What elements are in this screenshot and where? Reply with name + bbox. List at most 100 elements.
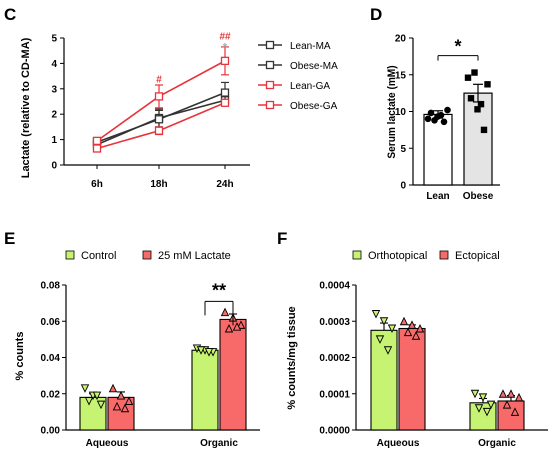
- panel-f-data-point: [514, 392, 524, 402]
- panel-f-data-point: [371, 310, 381, 319]
- panel-d-data-point: [440, 118, 448, 126]
- panel-d-data-point: [471, 69, 478, 76]
- panel-f-data-point: [470, 389, 480, 399]
- panel-e-data-point: [224, 323, 234, 333]
- panel-e-bar: [107, 396, 135, 431]
- panel-c-ytick-label: 1: [51, 135, 57, 146]
- panel-c-data-point: [154, 92, 164, 101]
- panel-e-legend-swatch: [142, 250, 152, 260]
- panel-e-ylabel: % counts: [14, 332, 26, 381]
- panel-f-data-point: [387, 324, 397, 334]
- panel-f-legend-swatch: [352, 250, 362, 260]
- panel-f-data-point: [482, 407, 492, 417]
- panel-f-data-point: [498, 389, 508, 398]
- panel-c-annotation: ##: [219, 31, 231, 42]
- panel-label-e: E: [4, 229, 15, 248]
- panel-e-ytick-label: 0.08: [41, 281, 61, 292]
- panel-label-c: C: [4, 5, 16, 24]
- panel-d-ytick-label: 5: [400, 144, 406, 155]
- panel-d-ylabel: Serum lactate (mM): [386, 65, 398, 158]
- panel-d-ytick-label: 15: [395, 70, 407, 81]
- panel-e-xtick-label: Organic: [200, 438, 238, 449]
- panel-e-legend-label: Control: [81, 250, 116, 262]
- panel-f-legend-swatch: [439, 250, 449, 260]
- panel-f-ytick-label: 0.0004: [319, 281, 350, 292]
- panel-e-ytick-label: 0.06: [41, 317, 61, 328]
- panel-e-data-point: [116, 391, 126, 400]
- panel-e-data-point: [108, 383, 118, 393]
- panel-f-legend-label: Ectopical: [455, 250, 500, 262]
- panel-e-ytick-label: 0.04: [41, 353, 61, 364]
- panel-c-ytick-label: 3: [51, 84, 57, 95]
- panel-c-ytick-label: 4: [51, 59, 57, 70]
- panel-e-data-point: [204, 348, 214, 357]
- panel-e-data-point: [220, 307, 230, 317]
- panel-f-data-point: [478, 393, 488, 402]
- panel-f-ytick-label: 0.0002: [319, 353, 350, 364]
- panel-d-ytick-label: 10: [395, 107, 407, 118]
- panel-c-legend-marker: [265, 100, 275, 110]
- panel-label-f: F: [277, 229, 287, 248]
- panel-f-ytick-label: 0.0000: [319, 426, 350, 437]
- panel-e-data-point: [196, 346, 206, 355]
- panel-c-data-point: [92, 136, 102, 146]
- panel-d-data-point: [467, 95, 475, 102]
- panel-c-xtick-label: 6h: [91, 179, 103, 190]
- panel-d-significance: *: [454, 37, 461, 57]
- panel-e-ytick-label: 0.02: [41, 389, 61, 400]
- panel-f-data-point: [510, 407, 520, 416]
- panel-f-ytick-label: 0.0001: [319, 389, 350, 400]
- panel-e-data-point: [92, 391, 102, 401]
- panel-e-data-point: [124, 396, 134, 405]
- panel-e-ytick-label: 0.00: [41, 426, 61, 437]
- panel-e-data-point: [80, 384, 90, 393]
- panel-c-data-point: [92, 144, 102, 153]
- panel-d-ytick-label: 0: [400, 181, 406, 192]
- panel-e-plot: 0.00 0.02 0.04 0.06 0.08 Aqueous Organic Contro…: [41, 250, 260, 449]
- panel-f-data-point: [383, 346, 393, 355]
- panel-c-xtick-label: 18h: [150, 179, 167, 190]
- panel-e-data-point: [112, 401, 122, 411]
- panel-c-legend-label: Lean-MA: [290, 41, 331, 52]
- panel-f-bar: [370, 329, 398, 431]
- panel-c-ylabel: Lactate (relative to CD-MA): [20, 37, 32, 178]
- panel-label-d: D: [370, 5, 382, 24]
- panel-d-plot: 0 5 10 15 20 Lean Obese *: [395, 34, 500, 202]
- panel-e-bar: [219, 318, 247, 431]
- panel-d-data-point: [424, 115, 432, 123]
- panel-f-ylabel: % counts/mg tissue: [286, 306, 298, 409]
- panel-e-significance: **: [212, 280, 226, 300]
- panel-d-data-point: [474, 106, 481, 113]
- panel-c-data-point: [154, 115, 164, 124]
- panel-f-data-point: [506, 389, 516, 398]
- panel-c-xtick-label: 24h: [216, 179, 233, 190]
- panel-f-legend-label: Orthotopical: [368, 250, 427, 262]
- panel-c-legend-marker: [265, 60, 275, 70]
- panel-c-annotation: *: [223, 41, 228, 55]
- panel-e-data-point: [232, 322, 242, 331]
- panel-f-data-point: [403, 327, 413, 337]
- panel-c-annotation: #: [156, 74, 162, 85]
- panel-f-data-point: [407, 320, 417, 329]
- panel-d-ytick-label: 20: [395, 34, 407, 45]
- panel-e-data-point: [236, 320, 246, 329]
- panel-f-ytick-label: 0.0003: [319, 317, 350, 328]
- panel-d-data-point: [464, 74, 472, 81]
- panel-e-legend-swatch: [65, 250, 75, 260]
- panel-c-ytick-label: 2: [51, 110, 57, 121]
- panel-e-data-point: [96, 400, 106, 410]
- panel-f-plot: 0.0000 0.0001 0.0002 0.0003 0.0004 Aqueous Org…: [319, 250, 548, 449]
- panel-c-legend-label: Obese-MA: [290, 61, 338, 72]
- panel-f-data-point: [375, 335, 385, 344]
- panel-e-xtick-label: Aqueous: [86, 438, 129, 449]
- panel-f-xtick-label: Organic: [478, 438, 516, 449]
- panel-d-data-point: [427, 109, 435, 117]
- panel-c-data-point: [220, 56, 230, 66]
- panel-d-data-point: [444, 106, 451, 114]
- panel-f-data-point: [415, 323, 425, 333]
- panel-d-data-point: [477, 100, 485, 108]
- panel-e-data-point: [84, 397, 94, 406]
- panel-f-bar: [398, 327, 426, 431]
